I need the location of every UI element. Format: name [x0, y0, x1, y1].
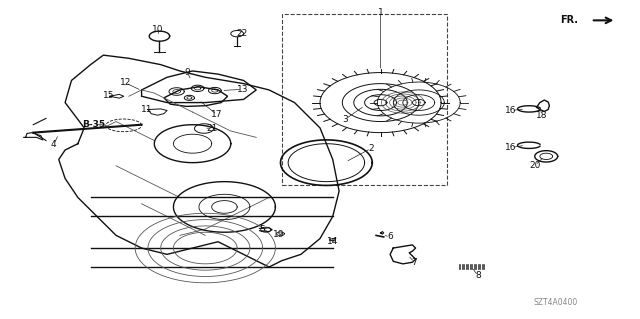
Text: 17: 17: [211, 110, 223, 119]
Text: 13: 13: [237, 85, 248, 94]
Text: 16: 16: [506, 106, 517, 115]
Text: SZT4A0400: SZT4A0400: [534, 298, 578, 307]
Text: FR.: FR.: [560, 15, 578, 26]
Text: 22: 22: [237, 28, 248, 38]
Text: 1: 1: [378, 8, 383, 17]
Text: B-35: B-35: [82, 120, 106, 129]
Text: 14: 14: [327, 237, 339, 246]
Text: 5: 5: [260, 225, 266, 234]
Text: 18: 18: [536, 111, 547, 120]
Text: 7: 7: [412, 258, 417, 267]
Text: 16: 16: [506, 143, 517, 152]
Text: 15: 15: [102, 91, 114, 100]
Text: 2: 2: [368, 144, 374, 153]
Text: 3: 3: [342, 115, 348, 123]
Text: 8: 8: [475, 271, 481, 280]
Text: 9: 9: [184, 68, 190, 77]
Text: 19: 19: [273, 230, 284, 239]
Text: 20: 20: [530, 161, 541, 170]
Text: 11: 11: [141, 105, 152, 114]
Text: 6: 6: [387, 233, 393, 241]
Text: 21: 21: [206, 124, 218, 133]
Text: 12: 12: [120, 78, 131, 87]
Text: 4: 4: [51, 140, 56, 149]
Text: 10: 10: [152, 25, 163, 34]
